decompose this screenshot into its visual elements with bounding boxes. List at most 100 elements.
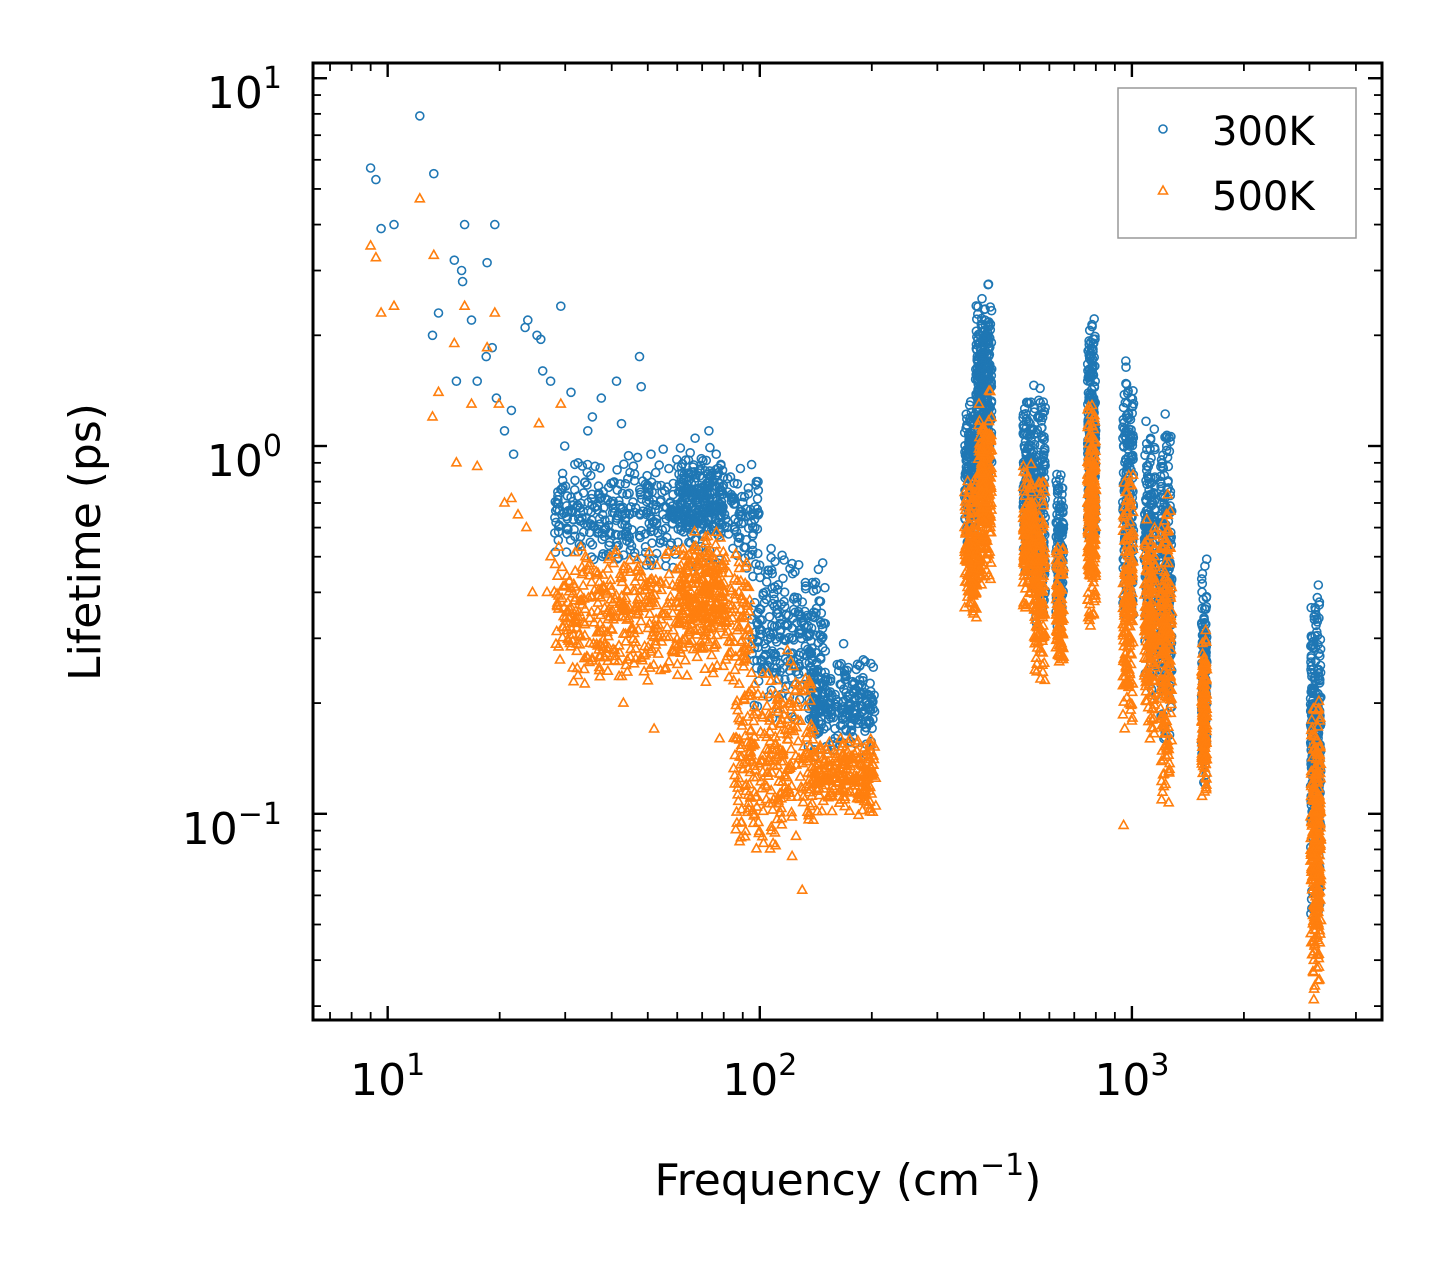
point-300k-2565 xyxy=(1122,460,1133,470)
point-500k-1063 xyxy=(856,803,869,815)
point-500k-511 xyxy=(728,592,741,604)
point-500k-616 xyxy=(702,547,714,558)
point-500k-295 xyxy=(615,571,627,583)
point-300k-3451 xyxy=(506,405,517,416)
point-500k-418 xyxy=(606,623,619,634)
point-300k-3461 xyxy=(566,387,576,398)
point-500k-423 xyxy=(601,625,613,637)
point-300k-3459 xyxy=(555,301,566,312)
point-300k-3353 xyxy=(1307,632,1318,643)
point-500k-52 xyxy=(579,602,591,614)
point-300k-499 xyxy=(751,476,762,487)
point-500k-996 xyxy=(779,785,792,796)
point-300k-3361 xyxy=(1306,687,1316,697)
point-500k-409 xyxy=(613,646,626,657)
point-500k-815 xyxy=(777,708,790,719)
point-500k-399 xyxy=(663,655,675,666)
point-500k-519 xyxy=(723,598,735,609)
point-300k-635 xyxy=(711,449,722,460)
point-500k-833 xyxy=(786,849,798,861)
point-500k-1168 xyxy=(818,753,831,764)
point-300k-3436 xyxy=(427,330,438,341)
point-300k-442 xyxy=(729,524,740,535)
point-500k-172 xyxy=(667,623,679,635)
point-500k-1354 xyxy=(964,556,977,567)
point-500k-807 xyxy=(744,724,757,736)
point-300k-2870 xyxy=(1156,478,1166,489)
point-500k-110 xyxy=(743,605,755,616)
point-300k-908 xyxy=(778,663,789,674)
point-300k-2953 xyxy=(1159,470,1170,481)
point-500k-973 xyxy=(767,759,780,771)
point-500k-446 xyxy=(695,642,707,653)
point-300k-861 xyxy=(778,573,788,584)
point-300k-375 xyxy=(620,520,630,530)
point-500k-683 xyxy=(690,567,703,579)
point-300k-1160 xyxy=(828,712,839,723)
point-500k-619 xyxy=(689,539,702,551)
point-500k-1104 xyxy=(858,794,871,806)
point-500k-538 xyxy=(598,601,611,612)
point-300k-430 xyxy=(735,463,746,474)
point-300k-718 xyxy=(797,597,808,607)
point-500k-157 xyxy=(687,642,700,654)
point-500k-265 xyxy=(572,668,584,680)
point-300k-387 xyxy=(563,524,573,535)
point-300k-367 xyxy=(628,497,638,507)
point-500k-528 xyxy=(592,596,604,607)
point-300k-3446 xyxy=(482,257,492,268)
point-500k-1452 xyxy=(984,572,997,584)
point-500k-992 xyxy=(792,678,804,689)
point-300k-6 xyxy=(632,452,643,463)
point-300k-363 xyxy=(575,515,586,526)
point-500k-700 xyxy=(677,567,690,579)
point-300k-1143 xyxy=(841,687,851,698)
point-300k-886 xyxy=(781,610,792,620)
point-500k-486 xyxy=(591,568,603,579)
point-500k-1360 xyxy=(966,582,979,593)
point-300k-1621 xyxy=(986,305,997,316)
point-500k-198 xyxy=(660,577,672,588)
point-500k-479 xyxy=(629,642,642,653)
point-500k-970 xyxy=(739,824,752,836)
point-500k-1229 xyxy=(837,752,850,764)
point-500k-512 xyxy=(695,624,707,635)
point-500k-1205 xyxy=(858,784,871,795)
point-300k-851 xyxy=(770,649,781,660)
point-500k-1154 xyxy=(863,737,876,749)
point-500k-236 xyxy=(556,631,569,642)
point-500k-182 xyxy=(643,545,655,556)
point-300k-750 xyxy=(785,563,795,574)
point-300k-484 xyxy=(600,524,611,535)
point-300k-3411 xyxy=(1315,667,1326,678)
point-500k-388 xyxy=(565,640,577,651)
point-300k-230 xyxy=(573,513,584,524)
point-500k-774 xyxy=(735,803,748,814)
point-300k-891 xyxy=(755,624,766,635)
point-300k-473 xyxy=(641,507,652,518)
point-300k-315 xyxy=(610,529,621,540)
point-500k-999 xyxy=(789,684,801,696)
point-500k-727 xyxy=(790,721,803,732)
point-300k-893 xyxy=(749,700,760,711)
point-500k-950 xyxy=(733,654,746,666)
point-500k-492 xyxy=(734,603,747,614)
point-500k-1212 xyxy=(862,772,874,783)
point-300k-23 xyxy=(585,537,596,548)
point-300k-2250 xyxy=(1084,339,1094,350)
point-300k-621 xyxy=(679,517,690,527)
point-500k-450 xyxy=(624,650,637,661)
point-300k-339 xyxy=(570,475,580,486)
point-300k-334 xyxy=(650,504,661,515)
point-500k-437 xyxy=(575,593,588,605)
point-300k-1618 xyxy=(979,331,990,342)
point-500k-71 xyxy=(569,545,581,557)
point-500k-798 xyxy=(781,643,794,655)
point-500k-984 xyxy=(733,750,746,761)
point-300k-784 xyxy=(781,681,791,691)
point-300k-22 xyxy=(622,473,633,484)
point-500k-680 xyxy=(686,605,699,616)
point-300k-287 xyxy=(635,532,646,543)
point-500k-240 xyxy=(583,655,596,667)
point-500k-340 xyxy=(552,540,565,551)
